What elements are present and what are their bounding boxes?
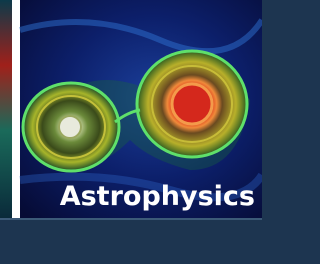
neighbor-image <box>0 0 12 218</box>
tile-label: Astrophysics <box>60 181 255 212</box>
divider <box>0 218 262 220</box>
footer-bar <box>0 220 262 264</box>
tile: Astrophysics <box>0 0 262 264</box>
astro-image: Astrophysics <box>20 0 262 218</box>
gap <box>12 0 20 218</box>
page: Astrophysics (() => { const data = JSON.… <box>0 0 262 264</box>
